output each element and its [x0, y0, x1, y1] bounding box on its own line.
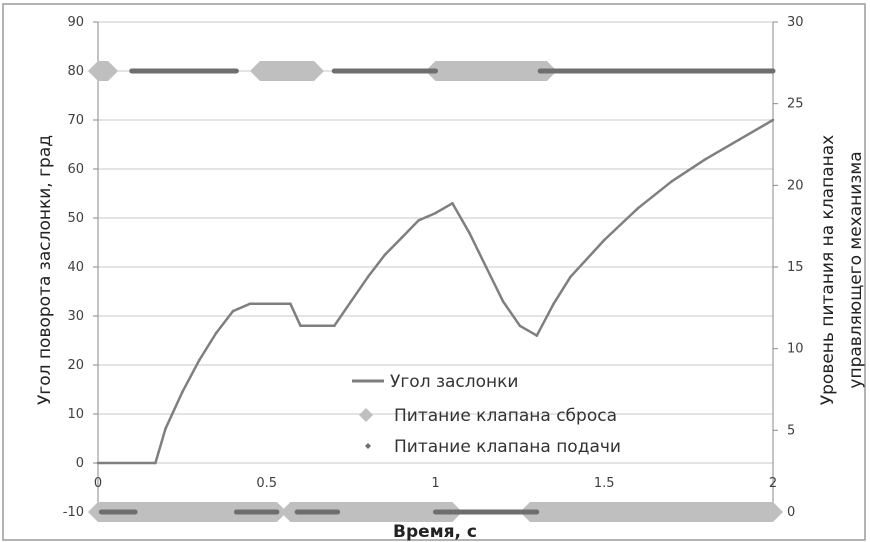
angle-point: [198, 358, 201, 362]
reset-valve-segment: [88, 502, 287, 522]
y2-tick-label: 10: [787, 342, 804, 357]
y-tick-label: 20: [67, 358, 84, 373]
legend-label-angle: Угол заслонки: [390, 372, 518, 392]
y-tick-label: 40: [67, 260, 84, 275]
y2-tick-label: 25: [787, 97, 804, 112]
y2-tick-label: 20: [787, 178, 804, 193]
y2-tick-label: 0: [787, 505, 795, 520]
legend: Угол заслонки Питание клапана сброса Пит…: [352, 372, 621, 457]
angle-point: [468, 231, 471, 234]
angle-point: [603, 238, 606, 242]
angle-point: [383, 253, 387, 257]
x-tick-label: 1.5: [594, 476, 615, 491]
legend-swatch-feed: [365, 443, 371, 449]
reset-valve-series: [88, 61, 783, 522]
angle-point: [154, 461, 157, 465]
x-tick-label: 0: [94, 476, 102, 491]
angle-point: [181, 390, 184, 394]
chart-border: [2, 3, 866, 541]
y-tick-label: 0: [76, 456, 84, 471]
y2-tick-label: 15: [787, 260, 804, 275]
angle-point: [349, 300, 353, 303]
x-tick-label: 2: [769, 476, 777, 491]
angle-point: [518, 324, 522, 328]
y-axis-right-ticks: 0 5 10 15 20 25 30: [773, 15, 804, 520]
angle-point: [214, 331, 218, 335]
x-tick-label: 1: [431, 476, 439, 491]
angle-point: [738, 138, 741, 141]
angle-point: [434, 211, 437, 215]
y-tick-label: 10: [67, 407, 84, 422]
angle-point: [164, 427, 167, 431]
y-tick-label: 50: [67, 211, 84, 226]
angle-point: [670, 180, 674, 183]
y-axis-right-title-line2: управляющего механизма: [846, 151, 866, 388]
y2-tick-label: 5: [787, 423, 795, 438]
angle-point: [255, 302, 258, 306]
x-tick-label: 0.5: [256, 476, 277, 491]
legend-swatch-reset: [359, 408, 373, 422]
angle-point: [366, 275, 370, 279]
y2-tick-label: 30: [787, 15, 804, 30]
y-tick-label: 70: [67, 113, 84, 128]
y-tick-label: 80: [67, 64, 84, 79]
angle-point: [248, 302, 252, 306]
angle-point: [501, 300, 505, 303]
reset-valve-segment: [520, 502, 783, 522]
angle-series: [96, 118, 775, 465]
y-axis-left-ticks: -10 0 10 20 30 40 50 60 70 80 90: [63, 15, 98, 520]
angle-point: [535, 334, 539, 337]
angle-point: [265, 302, 269, 306]
y-tick-label: 90: [67, 15, 84, 30]
angle-point: [400, 236, 404, 239]
angle-point: [569, 275, 572, 279]
angle-point: [299, 324, 302, 328]
angle-point: [484, 265, 488, 269]
angle-point: [231, 309, 235, 313]
reset-valve-segment: [88, 61, 119, 81]
reset-valve-segment: [250, 61, 324, 81]
y-tick-label: 60: [67, 162, 84, 177]
angle-point: [333, 324, 336, 328]
angle-point: [289, 302, 292, 306]
y-axis-left-title: Угол поворота заслонки, град: [35, 135, 55, 405]
angle-point: [704, 157, 707, 161]
angle-point: [96, 461, 100, 465]
legend-label-feed: Питание клапана подачи: [394, 437, 621, 457]
reset-valve-segment: [425, 61, 557, 81]
y-axis-right-title-line1: Уровень питания на клапанах: [818, 135, 838, 405]
legend-label-reset: Питание клапана сброса: [394, 406, 617, 426]
angle-point: [771, 118, 775, 122]
y-tick-label: 30: [67, 309, 84, 324]
y-tick-label: -10: [63, 505, 84, 520]
angle-point: [451, 202, 454, 205]
angle-point: [552, 302, 555, 306]
reset-valve-segment: [280, 502, 463, 522]
angle-point: [417, 219, 420, 222]
angle-point: [636, 206, 640, 210]
x-axis-title: Время, с: [393, 522, 477, 542]
feed-valve-series: [98, 68, 776, 515]
